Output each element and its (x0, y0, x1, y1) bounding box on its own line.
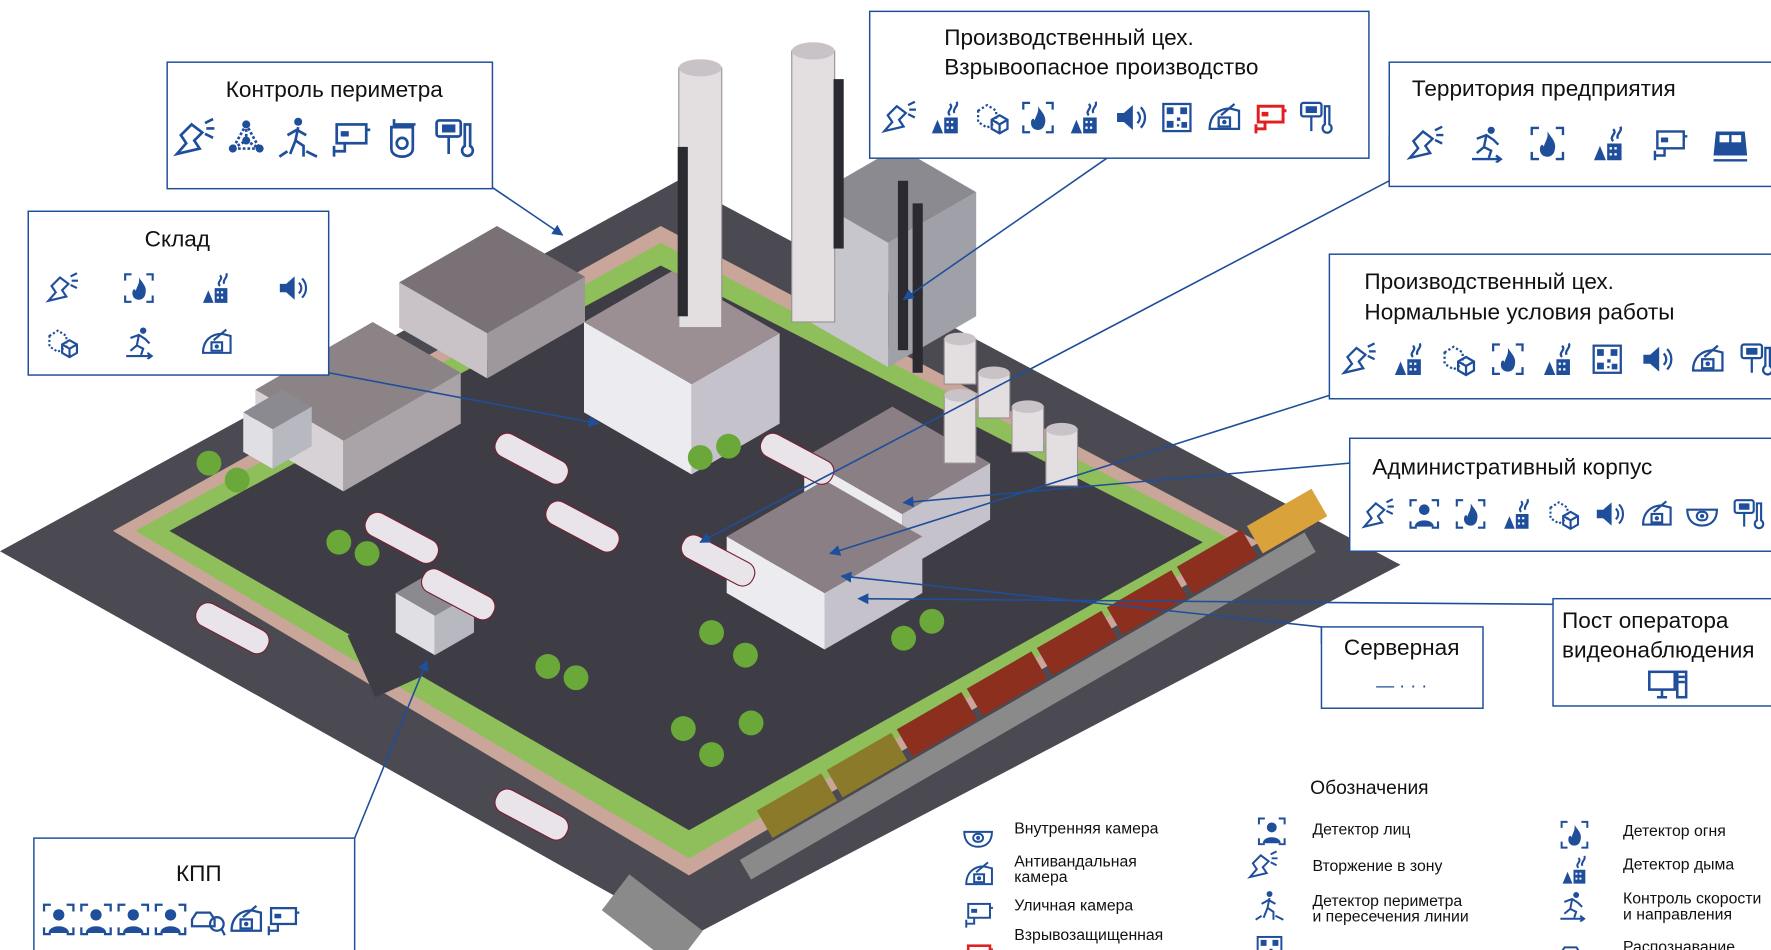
tank (978, 373, 1010, 418)
legend-item: Детектор огня (1623, 823, 1726, 840)
callout-title: Производственный цех. (944, 25, 1194, 50)
legend-icon-avc (966, 862, 992, 884)
tank (944, 339, 976, 384)
legend-item: Вторжение в зону (1312, 858, 1442, 875)
legend-item: Детектор периметра (1312, 893, 1462, 910)
legend-icon-smoke (1563, 856, 1586, 884)
legend-icon-ex (966, 946, 993, 950)
tank-top (1012, 400, 1044, 413)
tree (355, 541, 380, 566)
tree (326, 530, 351, 555)
legend-icon-perim (1256, 891, 1284, 920)
callout-title: Склад (145, 226, 210, 251)
callout-title: Взрывоопасное производство (944, 55, 1258, 80)
leader-line (492, 188, 562, 235)
legend-item: Распознавание (1623, 939, 1735, 950)
tree (671, 716, 696, 741)
legend-icon-qr (1258, 937, 1282, 950)
tree (739, 710, 764, 735)
chimney (678, 147, 688, 316)
callout-title: Административный корпус (1372, 454, 1652, 479)
legend-item: Взрывозащищенная (1014, 927, 1163, 944)
tree (733, 643, 758, 668)
tank-top (944, 333, 976, 346)
tank (792, 51, 835, 322)
tank-top (792, 42, 835, 59)
legend-item: Уличная камера (1014, 897, 1133, 914)
callout-title: Пост оператора (1562, 608, 1729, 633)
tank-top (978, 366, 1010, 379)
legend-icon-street (966, 904, 993, 928)
legend-icon-face (1259, 818, 1285, 844)
callout-title: Территория предприятия (1412, 76, 1676, 101)
legend-title: Обозначения (1310, 778, 1428, 799)
tree (699, 620, 724, 645)
ellipsis-marker: — · · · (1376, 675, 1427, 695)
callout-title: Нормальные условия работы (1364, 300, 1674, 325)
tree (197, 451, 222, 476)
tree (891, 626, 916, 651)
legend-item: Внутренняя камера (1014, 821, 1158, 838)
legend-icon-intr (1250, 851, 1278, 877)
tree (225, 468, 250, 493)
tank-top (679, 59, 722, 76)
tree (919, 609, 944, 634)
chimney (913, 203, 923, 372)
diagram: Контроль периметра Склад Производственны… (0, 0, 1771, 950)
tank (1012, 407, 1044, 452)
legend-item: и направления (1623, 906, 1732, 923)
chimney (898, 181, 908, 350)
callout-title: Серверная (1344, 635, 1460, 660)
tree (688, 445, 713, 470)
legend-item: камера (1014, 869, 1067, 886)
legend-icon-run (1560, 892, 1584, 922)
callout-title: видеонаблюдения (1562, 637, 1755, 662)
legend-icon-fire (1562, 822, 1588, 848)
legend-item: Антивандальная (1014, 853, 1137, 870)
tree (699, 742, 724, 767)
legend: Обозначения Внутренняя камера Антивандал… (1014, 778, 1761, 950)
tree (716, 434, 741, 459)
tank-top (1046, 423, 1078, 436)
callout-title: Контроль периметра (226, 77, 444, 102)
tree (564, 665, 589, 690)
legend-item: Контроль скорости (1623, 891, 1761, 908)
chimney (834, 79, 844, 248)
tree (535, 654, 560, 679)
legend-icon-dome (964, 832, 992, 847)
legend-item: и пересечения линии (1312, 909, 1468, 926)
callout-title: КПП (176, 861, 222, 886)
callout-title: Производственный цех. (1364, 269, 1614, 294)
page: Контроль периметра Склад Производственны… (0, 0, 1771, 950)
legend-item: Детектор дыма (1623, 857, 1734, 874)
legend-item: Детектор лиц (1312, 822, 1410, 839)
